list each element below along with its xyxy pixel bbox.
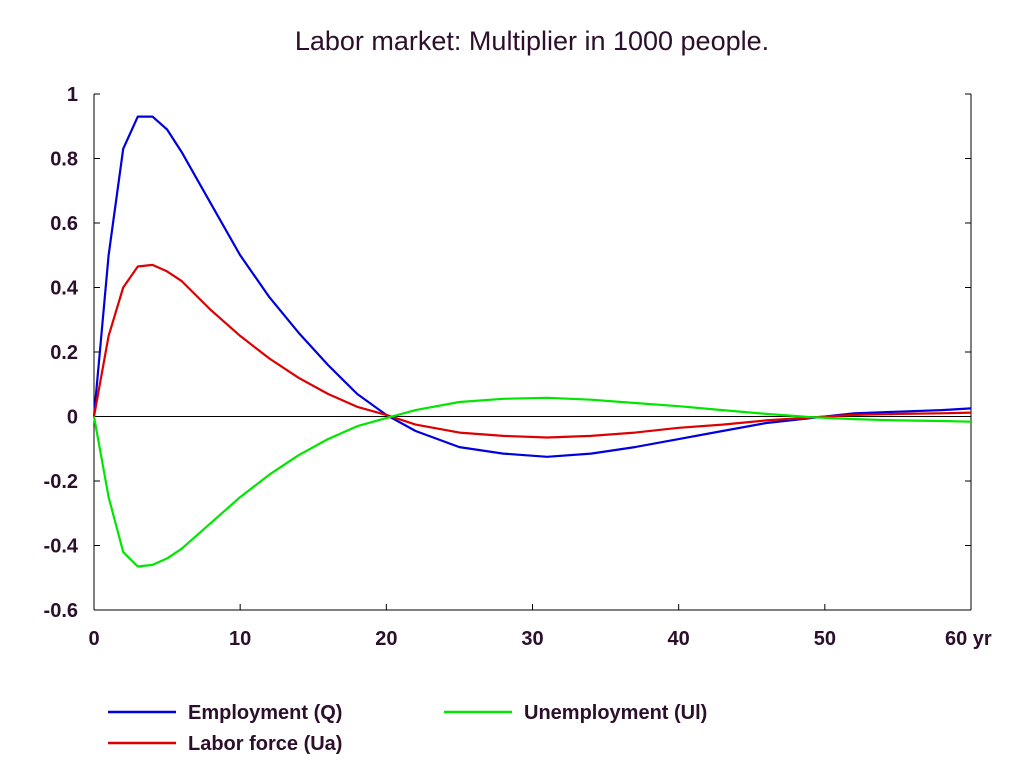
x-tick-label: 20: [375, 628, 397, 650]
x-tick-label: 40: [668, 628, 690, 650]
y-tick-label: 0.8: [50, 149, 78, 171]
x-tick-label: 0: [88, 628, 99, 650]
y-tick-label: -0.6: [44, 600, 78, 622]
series-line-2: [92, 263, 972, 439]
y-tick-label: 0.4: [50, 278, 79, 300]
x-tick-label: 10: [229, 628, 251, 650]
series-line-3: [92, 396, 972, 568]
y-tick-label: 0: [67, 407, 78, 429]
y-tick-label: -0.4: [44, 536, 79, 558]
x-tick-label: 60 yr: [945, 628, 992, 650]
series-lines: [92, 115, 972, 568]
chart-title: Labor market: Multiplier in 1000 people.: [295, 26, 769, 56]
y-tick-label: 0.6: [50, 213, 78, 235]
y-tick-label: 0.2: [50, 342, 78, 364]
y-tick-label: -0.2: [44, 471, 78, 493]
legend-label: Labor force (Ua): [188, 733, 342, 755]
x-tick-label: 50: [814, 628, 836, 650]
legend-label: Unemployment (Ul): [524, 702, 707, 724]
y-tick-label: 1: [67, 84, 78, 106]
legend: Employment (Q) Labor force (Ua) Unemployme…: [108, 702, 707, 755]
series-line-1: [92, 115, 972, 458]
axes: 1 0.8 0.6 0.4 0.2 0 -0.2 -0.4 -0.6 0 10 20 30 40 50 60 …: [44, 84, 992, 650]
x-tick-label: 30: [521, 628, 543, 650]
legend-label: Employment (Q): [188, 702, 342, 724]
